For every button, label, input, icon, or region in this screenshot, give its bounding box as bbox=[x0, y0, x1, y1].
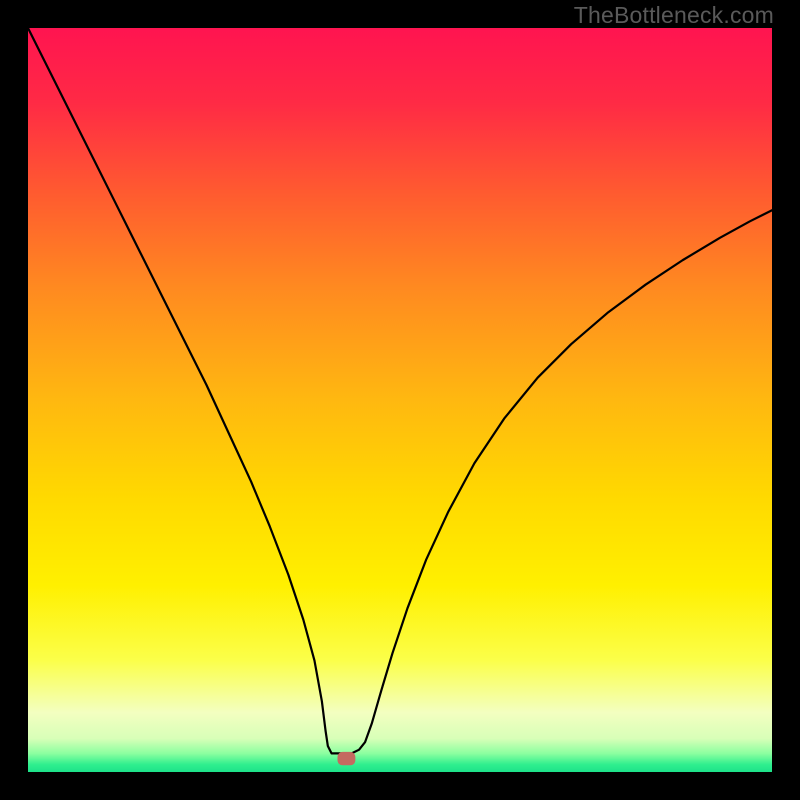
watermark-text: TheBottleneck.com bbox=[574, 2, 774, 29]
optimal-marker bbox=[338, 752, 356, 765]
bottleneck-chart bbox=[28, 28, 772, 772]
figure-frame: TheBottleneck.com bbox=[0, 0, 800, 800]
plot-area bbox=[28, 28, 772, 772]
chart-background bbox=[28, 28, 772, 772]
